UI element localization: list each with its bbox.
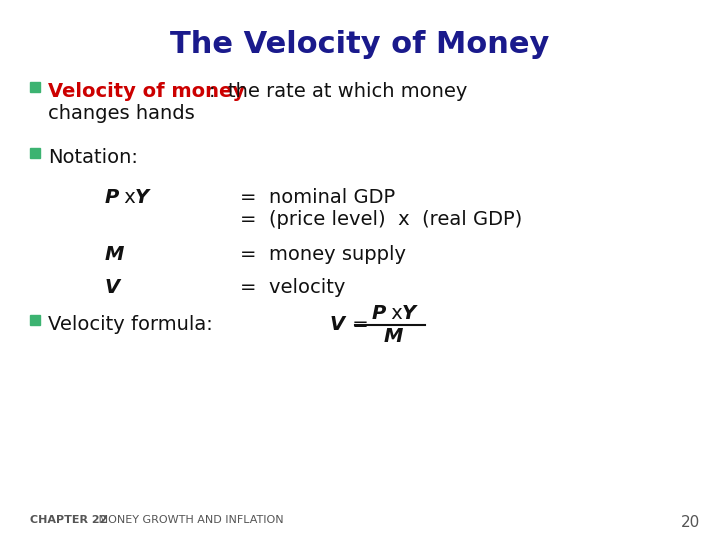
Text: Y: Y — [402, 304, 416, 323]
Text: =: = — [346, 315, 369, 334]
Text: V: V — [105, 278, 120, 297]
Text: Velocity of money: Velocity of money — [48, 82, 245, 101]
Text: Notation:: Notation: — [48, 148, 138, 167]
Text: The Velocity of Money: The Velocity of Money — [171, 30, 549, 59]
Bar — [30, 315, 40, 325]
Text: P: P — [372, 304, 386, 323]
Text: :  the rate at which money: : the rate at which money — [209, 82, 467, 101]
Text: =  money supply: = money supply — [240, 245, 406, 264]
Bar — [30, 148, 40, 158]
Text: x: x — [118, 188, 142, 207]
Text: V: V — [330, 315, 345, 334]
Text: MONEY GROWTH AND INFLATION: MONEY GROWTH AND INFLATION — [88, 515, 284, 525]
Text: Y: Y — [135, 188, 149, 207]
Text: =  velocity: = velocity — [240, 278, 346, 297]
Text: =  (price level)  x  (real GDP): = (price level) x (real GDP) — [240, 210, 522, 229]
Text: M: M — [105, 245, 125, 264]
Text: P: P — [105, 188, 120, 207]
Text: Velocity formula:: Velocity formula: — [48, 315, 212, 334]
Text: changes hands: changes hands — [48, 104, 194, 123]
Text: M: M — [384, 327, 403, 346]
Text: x: x — [385, 304, 409, 323]
Bar — [30, 82, 40, 92]
Text: 20: 20 — [680, 515, 700, 530]
Text: =  nominal GDP: = nominal GDP — [240, 188, 395, 207]
Text: CHAPTER 22: CHAPTER 22 — [30, 515, 107, 525]
